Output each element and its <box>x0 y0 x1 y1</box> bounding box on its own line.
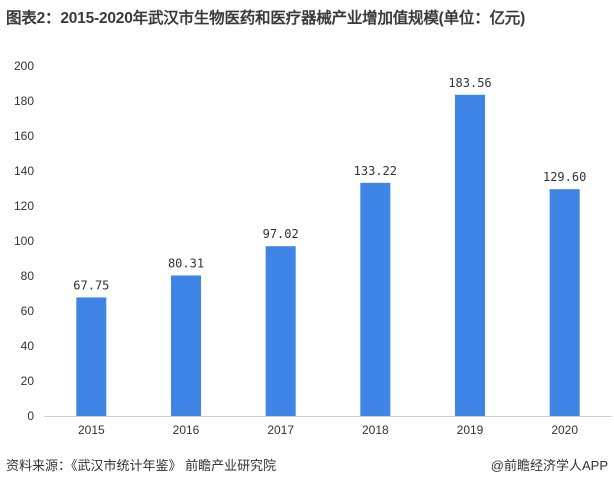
y-tick-label: 120 <box>14 199 34 213</box>
x-tick-label-2015: 2015 <box>78 423 105 437</box>
data-label-2017: 97.02 <box>263 227 299 241</box>
data-label-2020: 129.60 <box>543 170 586 184</box>
chart-title: 图表2：2015-2020年武汉市生物医药和医疗器械产业增加值规模(单位：亿元) <box>6 10 526 27</box>
y-tick-label: 160 <box>14 129 34 143</box>
source-note: 资料来源：《武汉市统计年鉴》 前瞻产业研究院 <box>6 458 277 473</box>
bar-2016 <box>171 275 201 416</box>
y-tick-label: 100 <box>14 234 34 248</box>
x-tick-label-2016: 2016 <box>173 423 200 437</box>
data-label-2018: 133.22 <box>354 164 397 178</box>
x-tick-label-2020: 2020 <box>551 423 578 437</box>
y-tick-label: 180 <box>14 94 34 108</box>
y-tick-label: 0 <box>27 409 34 423</box>
bar-2018 <box>360 182 391 416</box>
data-label-2015: 67.75 <box>73 278 109 292</box>
y-tick-label: 20 <box>21 374 35 388</box>
x-tick-label-2019: 2019 <box>457 423 484 437</box>
bar-2015 <box>76 297 107 416</box>
data-label-2016: 80.31 <box>168 256 204 270</box>
y-tick-label: 200 <box>14 59 34 73</box>
brand-credit: @前瞻经济学人APP <box>490 458 608 473</box>
y-tick-label: 140 <box>14 164 34 178</box>
y-tick-label: 60 <box>21 304 35 318</box>
data-label-2019: 183.56 <box>448 76 491 90</box>
bar-2019 <box>455 94 485 417</box>
y-tick-label: 40 <box>21 339 35 353</box>
y-tick-label: 80 <box>21 269 35 283</box>
bar-2020 <box>549 189 580 416</box>
bar-2017 <box>265 246 296 416</box>
x-tick-label-2017: 2017 <box>267 423 294 437</box>
x-tick-label-2018: 2018 <box>362 423 389 437</box>
footer: 资料来源：《武汉市统计年鉴》 前瞻产业研究院 @前瞻经济学人APP <box>6 455 608 474</box>
